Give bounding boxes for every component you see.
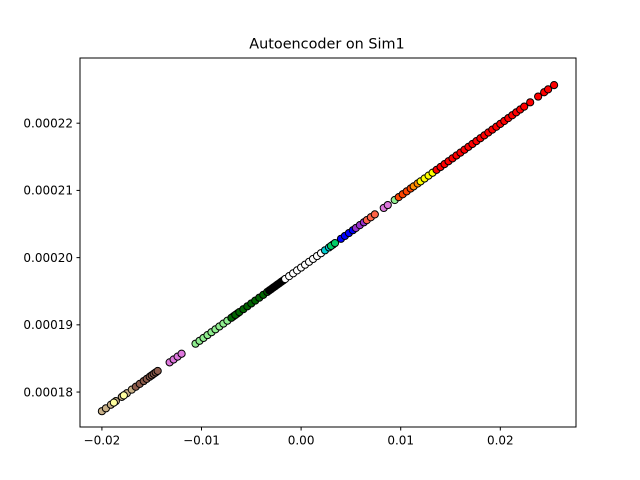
data-point xyxy=(370,210,379,219)
y-tick-label: 0.00019 xyxy=(23,318,73,332)
data-point xyxy=(544,85,553,94)
x-tick-label: 0.01 xyxy=(387,434,414,448)
data-point xyxy=(109,398,118,407)
data-point xyxy=(330,239,340,248)
plot-frame xyxy=(79,57,577,428)
y-tick-label: 0.00020 xyxy=(23,251,73,265)
x-tick-label: 0.02 xyxy=(487,434,514,448)
data-point xyxy=(383,200,392,210)
data-points xyxy=(97,80,559,416)
y-tick-label: 0.00022 xyxy=(23,116,73,130)
data-point xyxy=(520,102,529,111)
data-point xyxy=(526,98,535,107)
x-tick-label: 0.00 xyxy=(288,434,315,448)
data-point xyxy=(153,366,162,376)
x-tick-label: −0.02 xyxy=(84,434,121,448)
data-point xyxy=(534,92,543,101)
chart-title: Autoencoder on Sim1 xyxy=(249,37,404,53)
data-point xyxy=(119,391,128,400)
x-axis: −0.02 −0.01 0.00 0.01 0.02 xyxy=(84,427,514,448)
data-point xyxy=(549,80,559,90)
y-tick-label: 0.00018 xyxy=(23,385,73,399)
y-axis: 0.00018 0.00019 0.00020 0.00021 0.00022 xyxy=(23,116,80,399)
data-point xyxy=(177,349,186,358)
x-tick-label: −0.01 xyxy=(183,434,220,448)
y-tick-label: 0.00021 xyxy=(23,184,73,198)
